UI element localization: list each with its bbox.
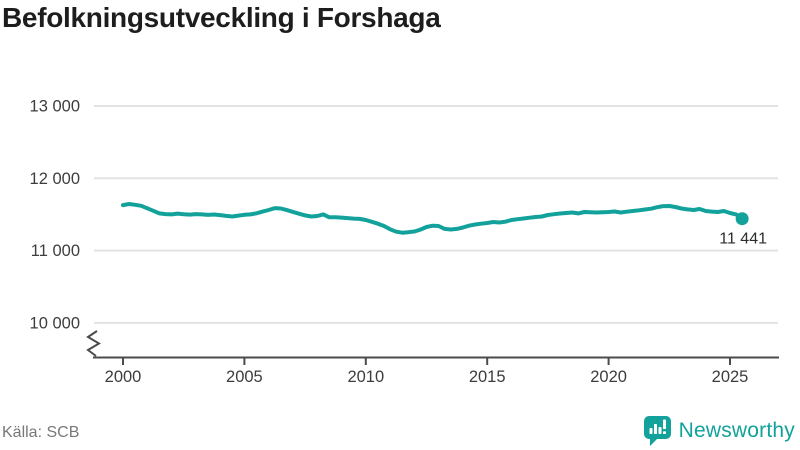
y-tick-label: 10 000 <box>30 314 80 332</box>
y-tick-label: 11 000 <box>31 242 80 260</box>
newsworthy-logo: Newsworthy <box>643 415 795 446</box>
newsworthy-wordmark: Newsworthy <box>678 418 795 442</box>
population-line <box>121 202 745 235</box>
y-tick-label: 13 000 <box>30 98 80 116</box>
x-tick-label: 2000 <box>105 368 142 386</box>
last-value-label: 11 441 <box>719 231 767 248</box>
source-note: Källa: SCB <box>2 424 80 441</box>
newsworthy-icon <box>643 416 671 446</box>
x-tick-label: 2010 <box>347 368 384 386</box>
x-tick-label: 2025 <box>712 368 749 386</box>
x-tick-label: 2020 <box>590 368 627 386</box>
y-tick-label: 12 000 <box>30 170 80 188</box>
x-tick-label: 2015 <box>469 368 506 386</box>
axis-break-icon <box>86 330 101 357</box>
last-point-marker <box>735 212 749 226</box>
chart-title: Befolkningsutveckling i Forshaga <box>2 2 441 33</box>
x-tick-label: 2005 <box>226 368 263 386</box>
